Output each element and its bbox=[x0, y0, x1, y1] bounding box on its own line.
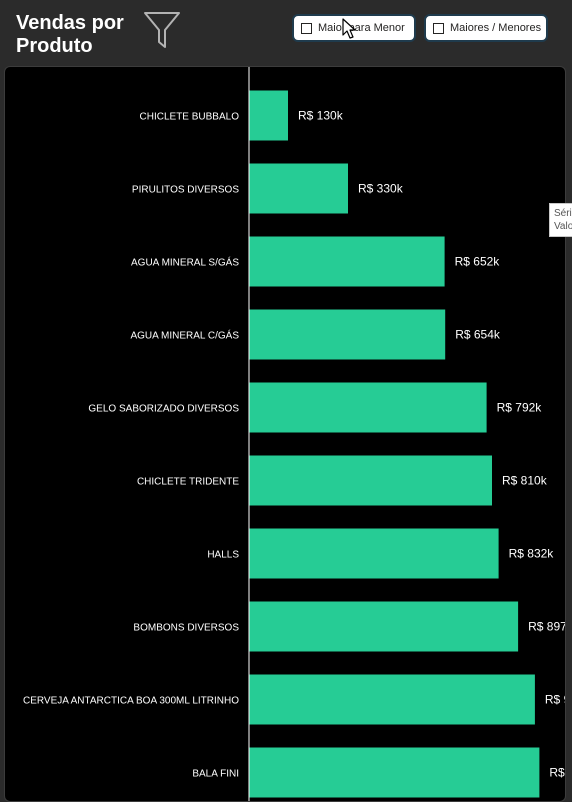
category-label: CHICLETE BUBBALO bbox=[140, 112, 240, 123]
data-label: R$ 792k bbox=[497, 401, 543, 415]
category-label: HALLS bbox=[207, 550, 239, 561]
data-label: R$ 652k bbox=[455, 255, 501, 269]
bar-gelo-saborizado-diversos[interactable] bbox=[249, 382, 487, 433]
bar-bala-fini[interactable] bbox=[249, 747, 540, 798]
tooltip-series-line: Séri bbox=[554, 208, 572, 219]
category-label: BALA FINI bbox=[192, 769, 239, 780]
bar-agua-mineral-c-gas[interactable] bbox=[249, 309, 446, 360]
chart-title: Vendas por Produto bbox=[16, 12, 124, 57]
sort-descending-toggle[interactable]: Maior para Menor bbox=[292, 14, 416, 42]
chart-panel: CHICLETE BUBBALO R$ 130k PIRULITOS DIVERSO… bbox=[4, 66, 566, 802]
bar-cerveja-antarctica-boa-300ml-litrinho[interactable] bbox=[249, 674, 535, 725]
tooltip: Séri Valo bbox=[549, 203, 572, 237]
data-label: R$ 968k bbox=[549, 766, 566, 780]
top-bottom-toggle[interactable]: Maiores / Menores bbox=[424, 14, 548, 42]
category-label: AGUA MINERAL C/GÁS bbox=[130, 329, 239, 342]
category-label: BOMBONS DIVERSOS bbox=[133, 623, 239, 634]
bar-chiclete-tridente[interactable] bbox=[249, 455, 492, 506]
data-label: R$ 897k bbox=[528, 620, 566, 634]
data-label: R$ 654k bbox=[455, 328, 501, 342]
data-label: R$ 832k bbox=[509, 547, 555, 561]
bar-pirulitos-diversos[interactable] bbox=[249, 163, 348, 214]
mouse-cursor-icon bbox=[342, 18, 356, 39]
category-label: PIRULITOS DIVERSOS bbox=[132, 185, 239, 196]
category-label: CERVEJA ANTARCTICA BOA 300ML LITRINHO bbox=[23, 696, 239, 707]
sort-descending-label: Maior para Menor bbox=[318, 22, 405, 34]
category-label: GELO SABORIZADO DIVERSOS bbox=[88, 404, 239, 415]
checkbox-icon[interactable] bbox=[301, 22, 312, 34]
bar-halls[interactable] bbox=[249, 528, 499, 579]
funnel-icon[interactable] bbox=[143, 10, 181, 50]
bar-chiclete-bubbalo[interactable] bbox=[249, 90, 288, 141]
checkbox-icon[interactable] bbox=[433, 22, 444, 34]
bar-chart: CHICLETE BUBBALO R$ 130k PIRULITOS DIVERSO… bbox=[23, 67, 566, 801]
category-label: AGUA MINERAL S/GÁS bbox=[131, 256, 239, 269]
data-label: R$ 130k bbox=[298, 109, 344, 123]
bar-bombons-diversos[interactable] bbox=[249, 601, 519, 652]
data-label: R$ 810k bbox=[502, 474, 548, 488]
bar-agua-mineral-s-gas[interactable] bbox=[249, 236, 445, 287]
data-label: R$ 953k bbox=[545, 693, 566, 707]
tooltip-value-line: Valo bbox=[554, 221, 572, 232]
data-label: R$ 330k bbox=[358, 182, 404, 196]
top-bottom-label: Maiores / Menores bbox=[450, 22, 542, 34]
category-label: CHICLETE TRIDENTE bbox=[137, 477, 239, 488]
